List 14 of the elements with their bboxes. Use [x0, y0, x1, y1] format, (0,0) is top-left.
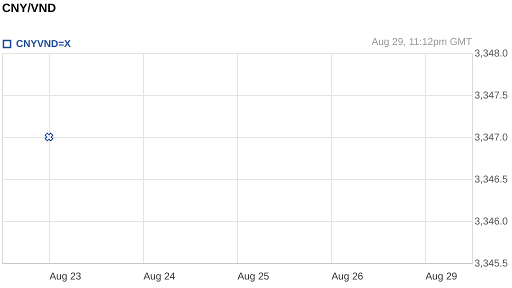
x-tick-label: Aug 26 — [332, 272, 364, 282]
y-tick-label: 3,348.0 — [474, 48, 508, 60]
y-tick-label: 3,347.5 — [474, 90, 508, 102]
y-tick-label: 3,347.0 — [474, 132, 508, 144]
x-tick-label: Aug 24 — [144, 272, 176, 282]
x-tick-label: Aug 23 — [50, 272, 82, 282]
x-tick-label: Aug 29 — [426, 272, 458, 282]
y-tick-label: 3,345.5 — [474, 258, 508, 270]
text: Aug 29, 11:12pm GMT — [372, 37, 472, 48]
y-tick-label: 3,346.0 — [474, 216, 508, 228]
legend-label: CNYVND=X — [16, 39, 72, 50]
chart-title: CNY/VND — [2, 1, 56, 15]
y-tick-label: 3,346.5 — [474, 174, 508, 186]
x-tick-label: Aug 25 — [238, 272, 270, 282]
